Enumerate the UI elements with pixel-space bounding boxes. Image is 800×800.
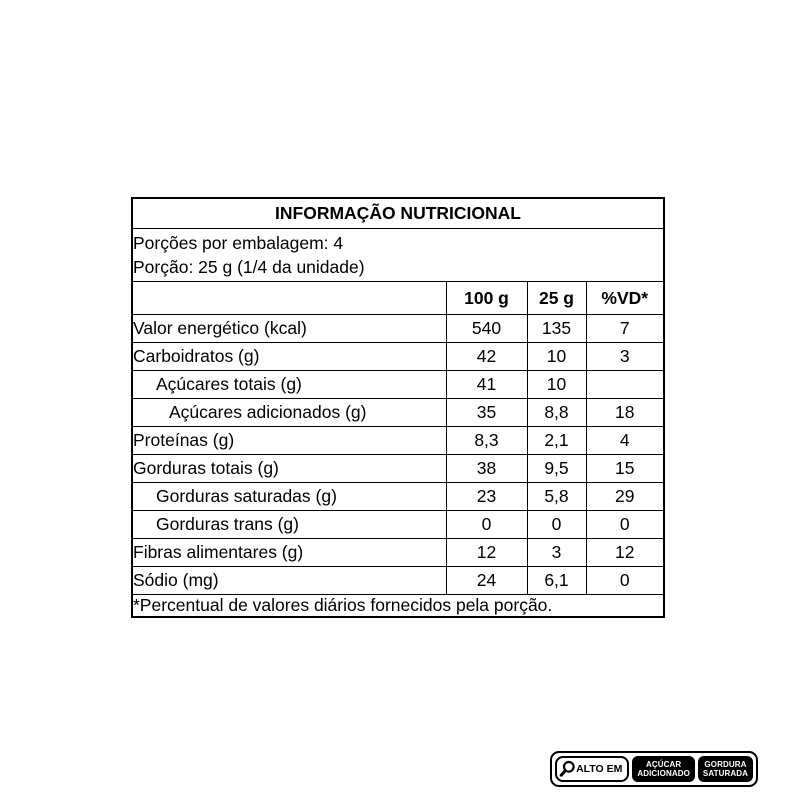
- value-25g: 135: [526, 314, 587, 343]
- value-vd: 4: [585, 426, 665, 455]
- value-100g: 8,3: [445, 426, 528, 455]
- value-vd: 15: [585, 454, 665, 483]
- table-title-row: INFORMAÇÃO NUTRICIONAL: [131, 197, 665, 229]
- serving-size: Porção: 25 g (1/4 da unidade): [133, 257, 365, 277]
- value-25g: 6,1: [526, 566, 587, 595]
- alto-em-badge: ALTO EM: [555, 756, 630, 782]
- table-row: Gorduras totais (g) 38 9,5 15: [131, 454, 665, 483]
- nutrient-label: Gorduras saturadas (g): [131, 482, 447, 511]
- table-row: Carboidratos (g) 42 10 3: [131, 342, 665, 371]
- value-100g: 35: [445, 398, 528, 427]
- value-vd: 7: [585, 314, 665, 343]
- table-row: Gorduras trans (g) 0 0 0: [131, 510, 665, 539]
- nutrient-label: Sódio (mg): [131, 566, 447, 595]
- nutrient-label: Fibras alimentares (g): [131, 538, 447, 567]
- table-row: Proteínas (g) 8,3 2,1 4: [131, 426, 665, 455]
- footnote-row: *Percentual de valores diários fornecido…: [131, 594, 665, 618]
- value-25g: 8,8: [526, 398, 587, 427]
- serving-info: Porções por embalagem: 4 Porção: 25 g (1…: [131, 228, 665, 282]
- table-row: Açúcares adicionados (g) 35 8,8 18: [131, 398, 665, 427]
- value-25g: 0: [526, 510, 587, 539]
- warning-tag-line: ADICIONADO: [637, 769, 690, 778]
- value-vd: 0: [585, 510, 665, 539]
- value-25g: 9,5: [526, 454, 587, 483]
- nutrient-label: Açúcares totais (g): [131, 370, 447, 399]
- col-header-vd: %VD*: [585, 281, 665, 315]
- table-row: Sódio (mg) 24 6,1 0: [131, 566, 665, 595]
- warning-tag-line: AÇÚCAR: [645, 759, 682, 769]
- table-row: Açúcares totais (g) 41 10: [131, 370, 665, 399]
- nutrient-label: Açúcares adicionados (g): [131, 398, 447, 427]
- col-header-100g: 100 g: [445, 281, 528, 315]
- value-vd: 3: [585, 342, 665, 371]
- nutrient-label: Gorduras totais (g): [131, 454, 447, 483]
- serving-info-row: Porções por embalagem: 4 Porção: 25 g (1…: [131, 228, 665, 282]
- value-vd: 0: [585, 566, 665, 595]
- value-100g: 540: [445, 314, 528, 343]
- footnote: *Percentual de valores diários fornecido…: [131, 594, 665, 618]
- nutrient-label: Carboidratos (g): [131, 342, 447, 371]
- nutrient-label: Gorduras trans (g): [131, 510, 447, 539]
- table-title: INFORMAÇÃO NUTRICIONAL: [131, 197, 665, 229]
- col-header-blank: [131, 281, 447, 315]
- value-vd: 18: [585, 398, 665, 427]
- value-100g: 12: [445, 538, 528, 567]
- warning-tag-line: GORDURA: [704, 759, 747, 769]
- value-25g: 2,1: [526, 426, 587, 455]
- warning-tag-acucar-adicionado: AÇÚCAR ADICIONADO: [632, 756, 695, 782]
- column-header-row: 100 g 25 g %VD*: [131, 281, 665, 315]
- nutrition-table: INFORMAÇÃO NUTRICIONAL Porções por embal…: [131, 197, 666, 618]
- value-100g: 0: [445, 510, 528, 539]
- value-25g: 3: [526, 538, 587, 567]
- alto-em-label: ALTO EM: [576, 763, 623, 775]
- table-row: Gorduras saturadas (g) 23 5,8 29: [131, 482, 665, 511]
- table-row: Valor energético (kcal) 540 135 7: [131, 314, 665, 343]
- col-header-25g: 25 g: [526, 281, 587, 315]
- value-100g: 41: [445, 370, 528, 399]
- value-vd: [585, 370, 665, 399]
- warning-tag-line: SATURADA: [702, 769, 748, 778]
- value-25g: 10: [526, 370, 587, 399]
- value-100g: 24: [445, 566, 528, 595]
- table-row: Fibras alimentares (g) 12 3 12: [131, 538, 665, 567]
- value-100g: 38: [445, 454, 528, 483]
- value-25g: 5,8: [526, 482, 587, 511]
- value-vd: 12: [585, 538, 665, 567]
- warning-seal: ALTO EM AÇÚCAR ADICIONADO GORDURA SATURA…: [550, 751, 758, 787]
- warning-tag-gordura-saturada: GORDURA SATURADA: [697, 756, 753, 782]
- value-25g: 10: [526, 342, 587, 371]
- value-100g: 23: [445, 482, 528, 511]
- nutrient-label: Proteínas (g): [131, 426, 447, 455]
- value-100g: 42: [445, 342, 528, 371]
- value-vd: 29: [585, 482, 665, 511]
- servings-per-package: Porções por embalagem: 4: [133, 233, 344, 253]
- magnifier-icon: [558, 760, 576, 778]
- nutrient-label: Valor energético (kcal): [131, 314, 447, 343]
